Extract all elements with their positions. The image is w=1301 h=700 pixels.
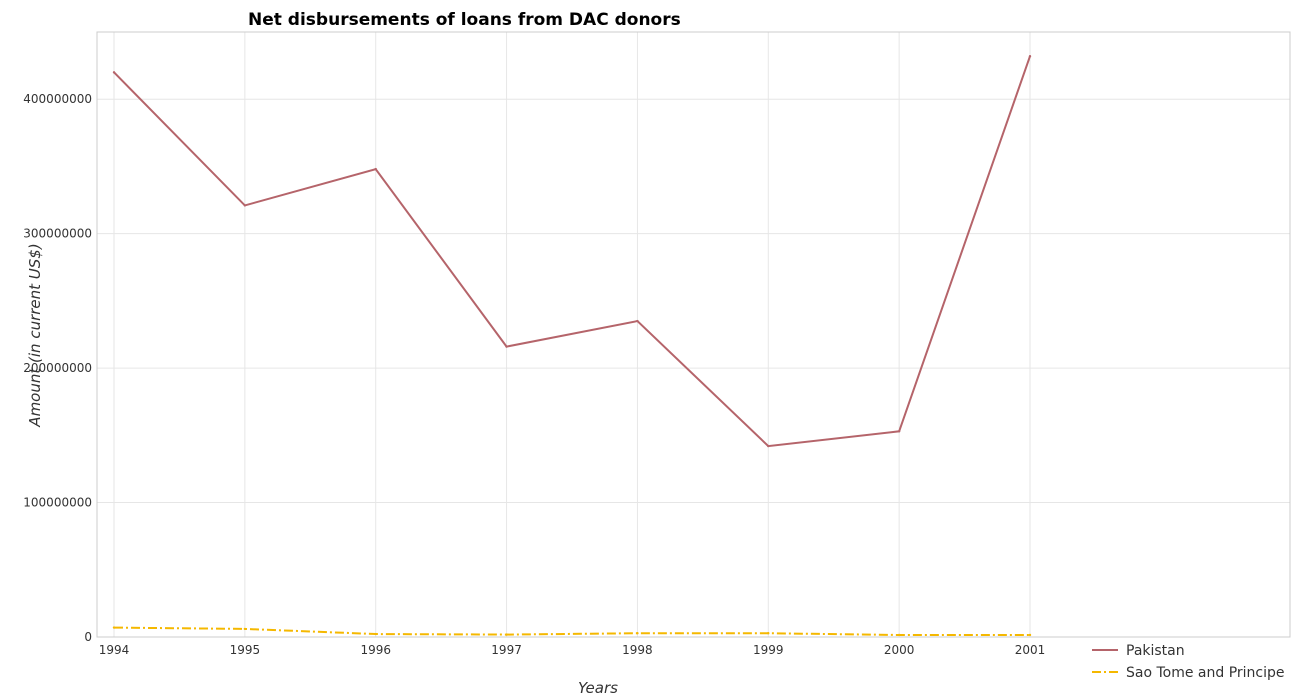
series-lines: [113, 55, 1031, 636]
data-point: [636, 632, 638, 634]
data-point: [1029, 55, 1031, 57]
chart-title: Net disbursements of loans from DAC dono…: [248, 10, 681, 30]
data-point: [898, 634, 900, 636]
data-point: [244, 628, 246, 630]
series-line-1: [114, 628, 1030, 635]
y-tick-label: 0: [84, 630, 92, 644]
data-point: [898, 430, 900, 432]
x-tick-label: 2001: [1015, 643, 1046, 657]
data-point: [375, 168, 377, 170]
legend: Pakistan Sao Tome and Principe: [1092, 643, 1285, 681]
y-tick-label: 400000000: [23, 92, 92, 106]
legend-label: Pakistan: [1126, 643, 1185, 659]
y-tick-label: 300000000: [23, 227, 92, 241]
x-ticks: 1994 1995 1996 1997 1998 1999 2000 2001: [99, 643, 1046, 657]
data-point: [505, 345, 507, 347]
data-point: [1029, 634, 1031, 636]
x-tick-label: 2000: [884, 643, 915, 657]
grid: [97, 32, 1290, 637]
data-point: [505, 633, 507, 635]
y-axis-label: Amount (in current US$): [26, 243, 44, 427]
x-tick-label: 1999: [753, 643, 784, 657]
data-point: [244, 204, 246, 206]
data-point: [636, 320, 638, 322]
x-tick-label: 1994: [99, 643, 130, 657]
data-point: [767, 445, 769, 447]
x-tick-label: 1997: [491, 643, 522, 657]
data-point: [113, 626, 115, 628]
x-tick-label: 1995: [230, 643, 261, 657]
x-tick-label: 1998: [622, 643, 653, 657]
x-axis-label: Years: [578, 679, 618, 697]
x-tick-label: 1996: [360, 643, 391, 657]
series-line-0: [114, 56, 1030, 446]
legend-label: Sao Tome and Principe: [1126, 665, 1285, 681]
data-point: [113, 71, 115, 73]
y-tick-label: 100000000: [23, 496, 92, 510]
data-point: [767, 632, 769, 634]
data-point: [375, 633, 377, 635]
plot-frame: [97, 32, 1290, 637]
